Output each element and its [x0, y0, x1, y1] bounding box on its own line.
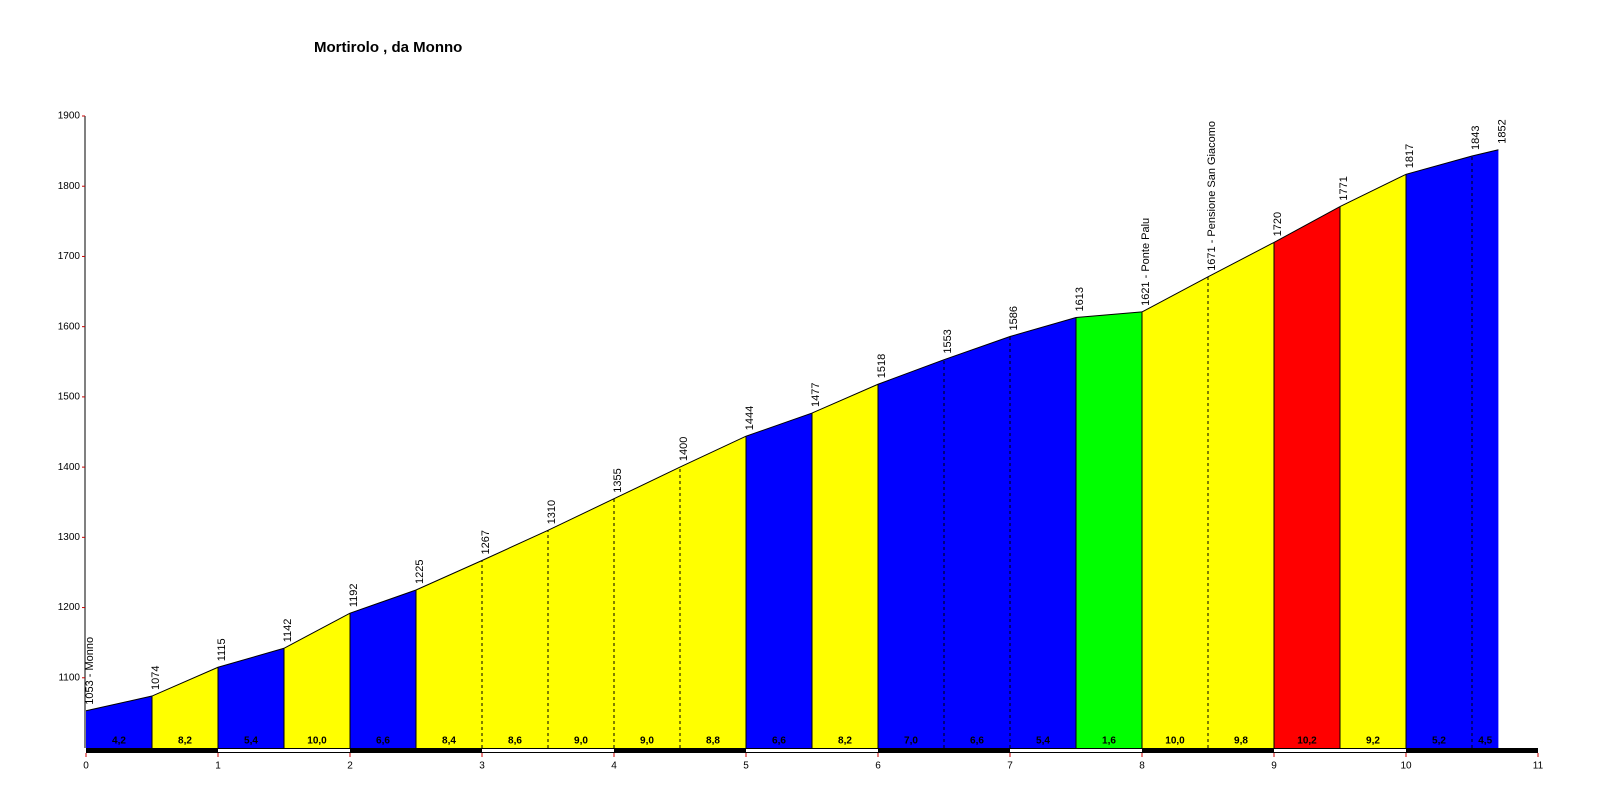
x-tick-label: 0	[83, 761, 89, 772]
gradient-label: 4,2	[112, 736, 126, 747]
elevation-label: 1771	[1338, 176, 1350, 200]
gradient-label: 6,6	[970, 736, 984, 747]
x-tick-label: 8	[1139, 761, 1145, 772]
elevation-label: 1142	[282, 619, 294, 643]
gradient-label: 8,2	[838, 736, 852, 747]
x-tick-label: 2	[347, 761, 353, 772]
profile-segment	[1142, 276, 1208, 748]
y-tick-label: 1600	[58, 321, 81, 332]
y-tick-label: 1800	[58, 181, 81, 192]
profile-segment	[482, 530, 548, 748]
profile-segment	[416, 560, 482, 748]
elevation-label: 1852	[1496, 119, 1508, 143]
x-tick-label: 7	[1007, 761, 1013, 772]
gradient-label: 9,0	[640, 736, 654, 747]
profile-segment	[944, 336, 1010, 748]
profile-segment	[680, 436, 746, 748]
gradient-label: 10,0	[307, 736, 327, 747]
elevation-label: 1355	[612, 468, 624, 492]
profile-segment	[86, 696, 152, 748]
gradient-label: 5,2	[1432, 736, 1446, 747]
elevation-label: 1843	[1470, 126, 1482, 150]
elevation-label: 1310	[546, 500, 558, 524]
profile-segment	[1076, 311, 1142, 748]
profile-segment	[1472, 149, 1499, 748]
gradient-label: 9,8	[1234, 736, 1248, 747]
y-tick-label: 1100	[58, 672, 80, 683]
elevation-label: 1613	[1074, 287, 1086, 311]
x-tick-label: 3	[479, 761, 485, 772]
elevation-label: 1720	[1272, 212, 1284, 236]
profile-segment	[1208, 242, 1274, 748]
elevation-label: 1621 - Ponte Palu	[1140, 218, 1152, 306]
profile-segment	[548, 498, 614, 748]
profile-segment	[1406, 156, 1472, 748]
gradient-label: 9,2	[1366, 736, 1380, 747]
elevation-label: 1477	[810, 383, 822, 407]
gradient-label: 1,6	[1102, 736, 1116, 747]
gradient-label: 8,8	[706, 736, 720, 747]
elevation-label: 1192	[348, 584, 360, 608]
profile-segment	[746, 413, 812, 748]
y-tick-label: 1700	[58, 251, 81, 262]
elevation-label: 1267	[480, 530, 492, 554]
profile-segment	[350, 590, 416, 748]
elevation-label: 1053 - Monno	[84, 637, 96, 705]
elevation-label: 1817	[1404, 144, 1416, 168]
profile-segment	[1340, 174, 1406, 749]
x-axis-stripe	[1274, 749, 1406, 752]
profile-segment	[614, 467, 680, 748]
profile-segment	[1274, 206, 1340, 748]
elevation-label: 1225	[414, 560, 426, 584]
x-tick-label: 1	[215, 761, 221, 772]
x-axis-stripe	[218, 749, 350, 752]
x-tick-label: 6	[875, 761, 881, 772]
profile-segment	[218, 648, 284, 748]
elevation-label: 1115	[216, 638, 228, 661]
gradient-label: 10,0	[1165, 736, 1185, 747]
elevation-label: 1444	[744, 406, 756, 430]
profile-segment	[878, 359, 944, 748]
x-tick-label: 10	[1400, 761, 1412, 772]
profile-segment	[152, 667, 218, 748]
elevation-label: 1518	[876, 354, 888, 378]
x-axis-stripe	[1010, 749, 1142, 752]
y-tick-label: 1500	[58, 392, 81, 403]
profile-segment	[284, 613, 350, 748]
elevation-label: 1074	[150, 666, 162, 690]
gradient-label: 8,2	[178, 736, 192, 747]
elevation-label: 1586	[1008, 306, 1020, 330]
gradient-label: 9,0	[574, 736, 588, 747]
profile-segment	[812, 384, 878, 748]
elevation-label: 1553	[942, 329, 954, 353]
profile-segment	[1010, 317, 1076, 748]
x-tick-label: 5	[743, 761, 749, 772]
gradient-label: 8,6	[508, 736, 522, 747]
gradient-label: 10,2	[1297, 736, 1317, 747]
x-tick-label: 4	[611, 761, 617, 772]
gradient-label: 7,0	[904, 736, 918, 747]
y-tick-label: 1400	[58, 462, 81, 473]
x-axis-stripe	[482, 749, 614, 752]
chart-title: Mortirolo , da Monno	[314, 39, 462, 56]
gradient-label: 5,4	[1036, 736, 1050, 747]
elevation-label: 1400	[678, 437, 690, 461]
gradient-label: 4,5	[1478, 736, 1492, 747]
x-tick-label: 9	[1271, 761, 1277, 772]
y-tick-label: 1900	[58, 111, 81, 122]
y-tick-label: 1200	[58, 602, 81, 613]
x-tick-label: 11	[1533, 761, 1544, 772]
gradient-label: 6,6	[772, 736, 786, 747]
gradient-label: 5,4	[244, 736, 258, 747]
elevation-label: 1671 - Pensione San Giacomo	[1206, 121, 1218, 271]
x-axis-stripe	[746, 749, 878, 752]
y-tick-label: 1300	[58, 532, 81, 543]
gradient-label: 8,4	[442, 736, 456, 747]
gradient-label: 6,6	[376, 736, 390, 747]
